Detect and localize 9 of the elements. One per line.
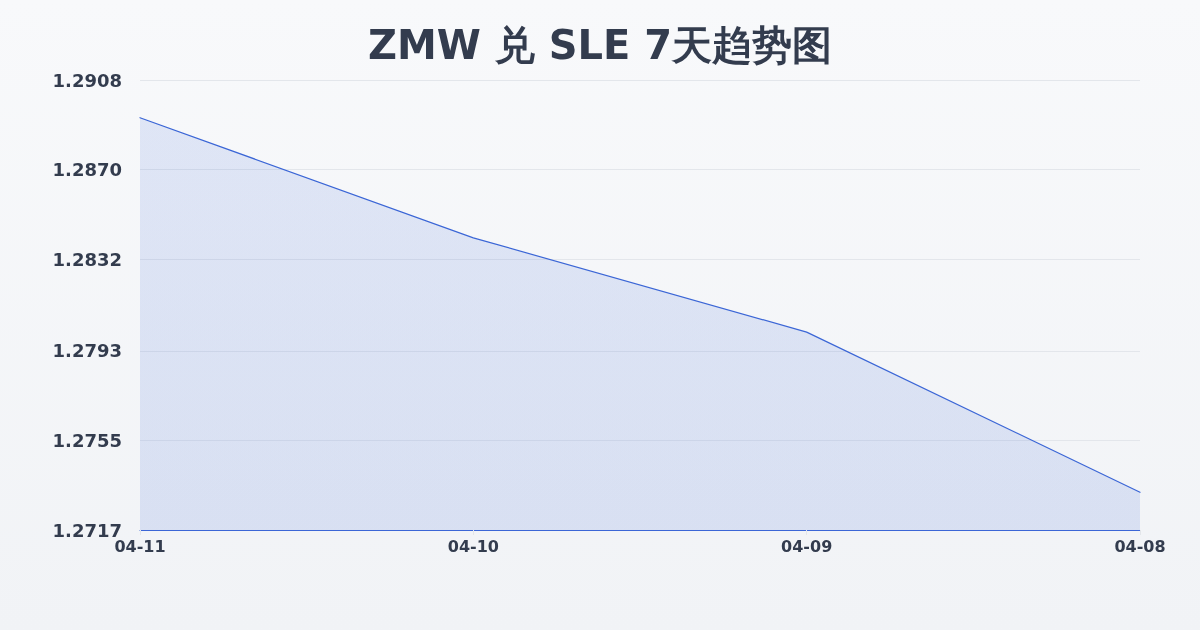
y-tick-label: 1.2908 [52, 69, 122, 91]
x-tick-label: 04-10 [447, 536, 499, 556]
x-tick-label: 04-09 [781, 536, 833, 556]
y-tick-label: 1.2832 [52, 248, 122, 270]
y-tick-label: 1.2870 [52, 159, 122, 181]
y-tick-label: 1.2755 [52, 429, 122, 451]
x-tick-label: 04-08 [1114, 536, 1166, 556]
chart-title: ZMW 兑 SLE 7天趋势图 [367, 22, 833, 68]
y-tick-label: 1.2793 [52, 340, 122, 362]
